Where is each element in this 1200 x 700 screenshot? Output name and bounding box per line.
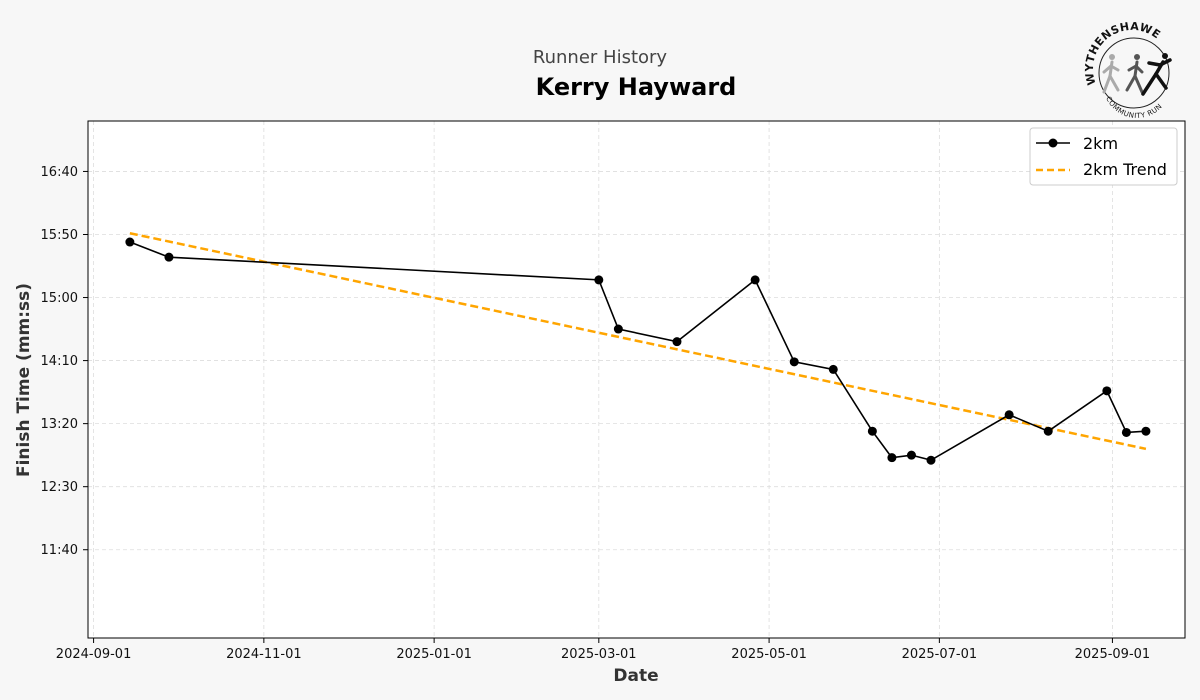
y-tick-label: 14:10 xyxy=(41,354,78,369)
plot-frame xyxy=(87,120,1186,639)
logo-name-text: WYTHENSHAWE xyxy=(1083,20,1163,87)
y-axis-ticks: 11:40 12:30 13:20 14:10 15:00 15:50 16:40 xyxy=(41,165,88,558)
x-tick-label: 2025-03-01 xyxy=(561,647,637,662)
x-tick-label: 2024-11-01 xyxy=(226,647,302,662)
data-point-2km xyxy=(789,357,799,367)
x-tick-label: 2025-05-01 xyxy=(731,647,807,662)
y-tick-label: 13:20 xyxy=(41,417,78,432)
chart-title: Kerry Hayward xyxy=(536,73,737,101)
wythenshawe-logo: WYTHENSHAWE COMMUNITY RUN xyxy=(1083,20,1172,120)
data-point-2km xyxy=(613,324,623,334)
x-tick-label: 2024-09-01 xyxy=(56,647,132,662)
legend-label-2km: 2km xyxy=(1083,134,1118,153)
plot-area xyxy=(88,121,1185,638)
data-point-2km xyxy=(1141,426,1151,436)
y-tick-label: 11:40 xyxy=(41,543,78,558)
chart-subtitle: Runner History xyxy=(533,47,668,68)
data-point-2km xyxy=(750,275,760,285)
y-tick-label: 12:30 xyxy=(41,480,78,495)
chart-legend: 2km 2km Trend xyxy=(1029,127,1178,186)
runner-dark-figure xyxy=(1125,54,1144,94)
data-point-2km xyxy=(1043,426,1053,436)
data-point-2km xyxy=(594,275,604,285)
data-point-2km xyxy=(1004,410,1014,420)
x-tick-label: 2025-07-01 xyxy=(902,647,978,662)
trend-line xyxy=(129,232,1147,451)
x-axis-ticks: 2024-09-01 2024-11-01 2025-01-01 2025-03-01… xyxy=(56,638,1150,662)
runner-grey-figure xyxy=(1102,54,1120,94)
x-tick-label: 2025-01-01 xyxy=(396,647,472,662)
legend-marker-2km xyxy=(1048,138,1058,148)
y-axis-title: Finish Time (mm:ss) xyxy=(14,283,34,477)
x-tick-label: 2025-09-01 xyxy=(1075,647,1151,662)
data-point-2km xyxy=(164,252,174,262)
data-point-2km xyxy=(828,364,838,374)
grid-lines xyxy=(88,121,1185,638)
data-point-2km xyxy=(887,453,897,463)
data-point-2km xyxy=(1102,386,1112,396)
data-point-2km xyxy=(125,237,135,247)
legend-label-trend: 2km Trend xyxy=(1083,160,1167,179)
logo-ring xyxy=(1098,37,1170,109)
x-axis-title: Date xyxy=(613,666,658,686)
y-tick-label: 15:50 xyxy=(41,228,78,243)
runner-black-figure xyxy=(1141,53,1172,96)
y-tick-label: 16:40 xyxy=(41,165,78,180)
data-point-2km xyxy=(672,337,682,347)
data-point-2km xyxy=(906,450,916,460)
data-point-2km xyxy=(867,426,877,436)
data-point-2km xyxy=(926,455,936,465)
series-layer xyxy=(125,232,1151,465)
y-tick-label: 15:00 xyxy=(41,291,78,306)
data-point-2km xyxy=(1121,427,1131,437)
